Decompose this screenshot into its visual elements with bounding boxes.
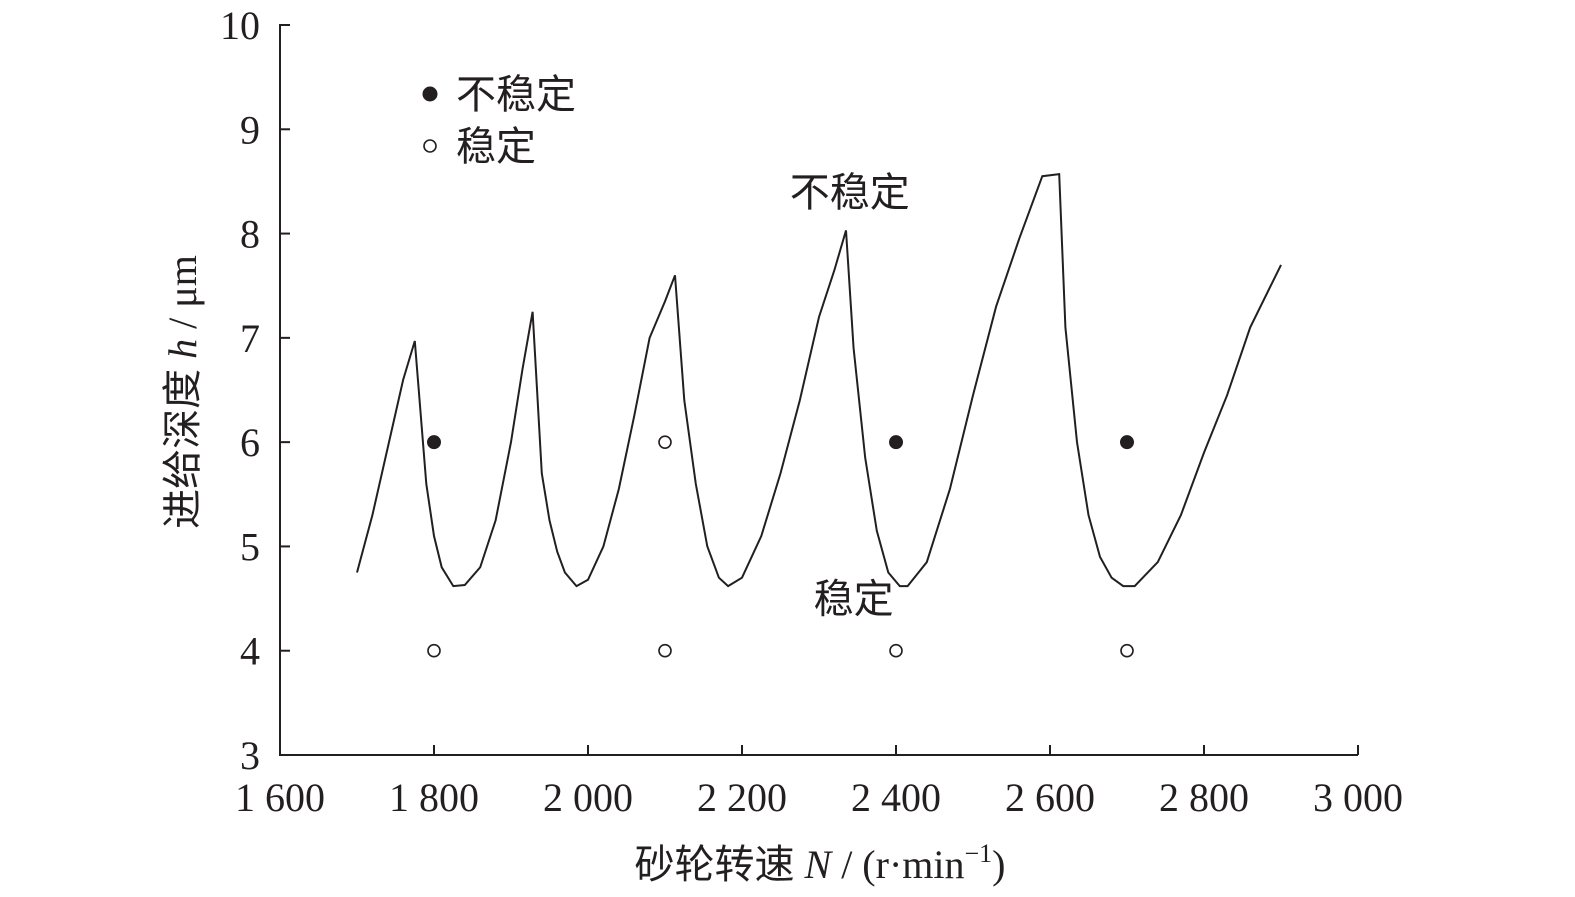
y-tick-label: 5 (240, 524, 260, 569)
x-axis-title-close: ) (992, 842, 1005, 887)
x-tick-label: 2 400 (851, 775, 941, 820)
legend-marker (423, 139, 437, 153)
stable-point (658, 435, 672, 449)
y-tick-label: 9 (240, 107, 260, 152)
region-annotation: 不稳定 (790, 170, 910, 215)
x-tick-label: 1 800 (389, 775, 479, 820)
unstable-point (889, 435, 903, 450)
y-tick-label: 10 (220, 3, 260, 48)
x-tick-label: 2 800 (1159, 775, 1249, 820)
legend-label: 不稳定 (456, 72, 576, 117)
axes (279, 24, 1358, 756)
legend-marker (422, 86, 438, 102)
y-axis-title-prefix: 进给深度 (160, 359, 205, 529)
x-axis-title-symbol: N (804, 842, 834, 887)
y-tick-label: 3 (240, 733, 260, 778)
x-tick-label: 2 000 (543, 775, 633, 820)
x-tick-label: 1 600 (235, 775, 325, 820)
y-tick-label: 8 (240, 212, 260, 257)
y-tick-label: 6 (240, 420, 260, 465)
y-tick-label: 4 (240, 629, 260, 674)
unstable-point (427, 435, 441, 450)
y-axis-title-symbol: h (160, 339, 205, 359)
stable-point (658, 643, 672, 658)
x-tick-label: 3 000 (1313, 775, 1403, 820)
y-axis-title-unit: / μm (160, 255, 205, 339)
stability-boundary-line (356, 172, 1282, 588)
region-annotation: 稳定 (814, 577, 894, 622)
legend-label: 稳定 (456, 124, 536, 169)
data-points (427, 435, 1134, 658)
ticks: 1 600 1 800 2 000 2 200 2 400 2 600 2 800 3 000… (220, 3, 1403, 820)
y-axis-title: 进给深度 h / μm (160, 255, 205, 529)
x-axis-title-prefix: 砂轮转速 (635, 842, 805, 887)
stable-point (1120, 643, 1134, 658)
x-tick-label: 2 200 (697, 775, 787, 820)
x-axis-title: 砂轮转速 N / (r·min−1) (635, 839, 1006, 887)
x-axis-title-exponent: −1 (965, 839, 993, 868)
y-tick-label: 7 (240, 316, 260, 361)
x-axis-title-unit: / (r·min (831, 842, 964, 887)
stable-point (889, 643, 903, 658)
unstable-point (1120, 435, 1134, 450)
x-tick-label: 2 600 (1005, 775, 1095, 820)
stable-point (427, 643, 441, 658)
